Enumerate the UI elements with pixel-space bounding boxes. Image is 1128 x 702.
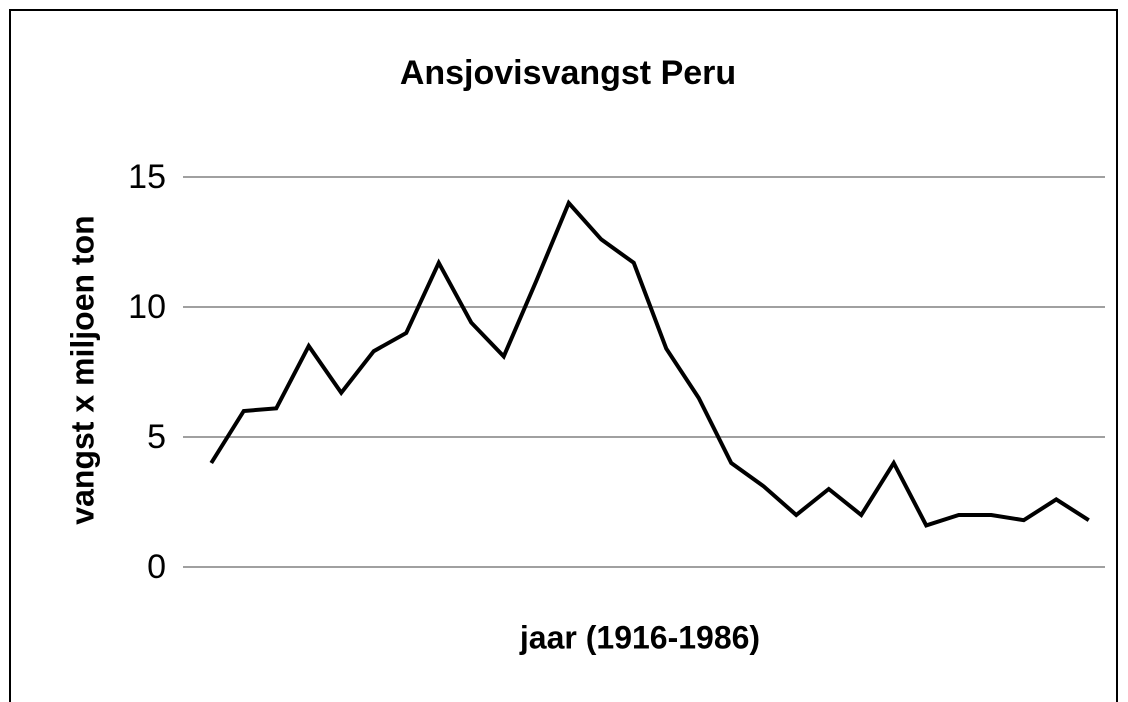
data-line — [209, 199, 1090, 528]
chart-title: Ansjovisvangst Peru — [400, 54, 736, 92]
y-tick-label: 10 — [128, 288, 166, 326]
y-axis-label: vangst x miljoen ton — [64, 215, 100, 524]
x-axis-label: jaar (1916-1986) — [519, 619, 760, 655]
chart-border — [9, 9, 1118, 702]
y-tick-label: 15 — [128, 158, 166, 196]
y-tick-label: 5 — [147, 418, 166, 456]
y-tick-label: 0 — [147, 548, 166, 586]
